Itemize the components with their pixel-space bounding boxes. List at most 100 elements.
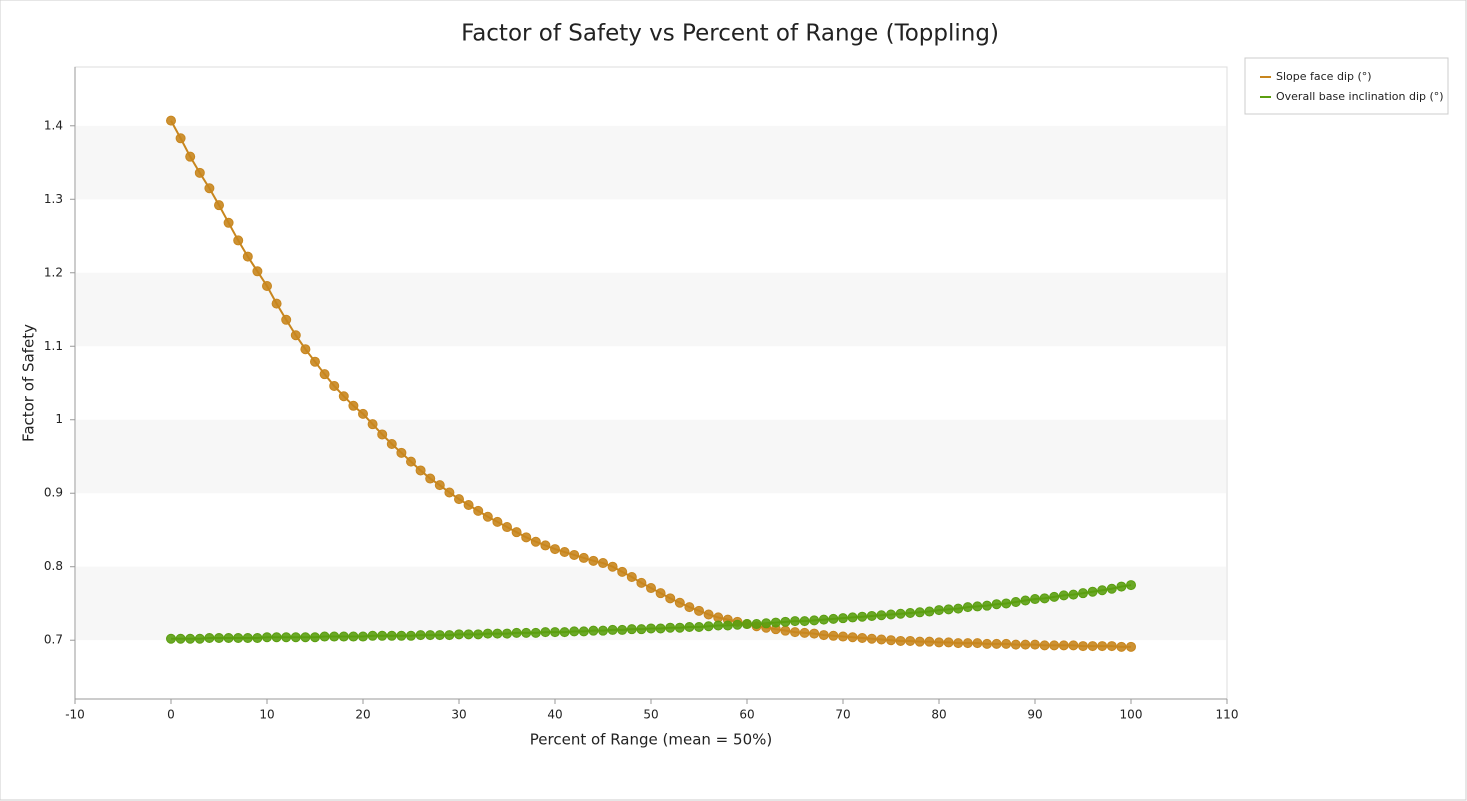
point: [444, 487, 455, 498]
point: [166, 633, 176, 644]
point: [962, 638, 973, 649]
point: [194, 167, 205, 178]
point: [838, 613, 848, 624]
point: [185, 151, 196, 162]
point: [886, 609, 896, 620]
point: [876, 610, 887, 621]
point: [914, 636, 925, 647]
point: [674, 597, 685, 608]
point: [1116, 581, 1127, 592]
point: [367, 630, 378, 641]
point: [1001, 638, 1012, 649]
point: [319, 631, 330, 642]
point: [866, 633, 877, 644]
point: [598, 558, 608, 569]
point: [588, 555, 599, 566]
point: [790, 616, 800, 627]
point: [1058, 590, 1069, 601]
point: [310, 356, 320, 367]
point: [818, 630, 829, 641]
point: [607, 561, 618, 572]
point: [358, 408, 368, 419]
point: [521, 532, 532, 543]
point: [262, 280, 272, 291]
point: [895, 635, 906, 646]
point: [1068, 589, 1079, 600]
point: [290, 330, 301, 341]
point: [492, 628, 503, 639]
point: [1087, 586, 1098, 597]
point: [242, 251, 253, 262]
point: [684, 602, 695, 613]
point: [329, 631, 340, 642]
point: [434, 630, 445, 641]
point: [934, 637, 944, 648]
point: [636, 577, 647, 588]
point: [223, 217, 234, 228]
point: [454, 494, 464, 505]
chart-title: Factor of Safety vs Percent of Range (To…: [461, 21, 999, 47]
point: [953, 638, 964, 649]
point: [876, 634, 887, 645]
grid-band: [76, 272, 1226, 347]
point: [722, 620, 733, 631]
point: [1030, 594, 1040, 605]
point: [386, 630, 397, 641]
point: [991, 638, 1002, 649]
point: [703, 609, 714, 620]
x-tick-label: 80: [931, 708, 946, 722]
point: [194, 633, 205, 644]
point: [1058, 640, 1069, 651]
point: [943, 637, 954, 648]
x-tick-label: 10: [259, 708, 274, 722]
x-tick-label: 60: [739, 708, 754, 722]
y-tick-label: 0.8: [44, 559, 63, 573]
point: [569, 549, 580, 560]
point: [578, 626, 589, 637]
grid-band: [76, 125, 1226, 200]
point: [521, 627, 532, 638]
legend-label: Slope face dip (°): [1276, 70, 1372, 83]
y-tick-label: 0.7: [44, 633, 63, 647]
x-tick-label: 20: [355, 708, 370, 722]
bands: [76, 125, 1226, 641]
point: [646, 623, 656, 634]
point: [857, 611, 868, 622]
point: [962, 602, 973, 613]
point: [482, 628, 493, 639]
grid-band: [76, 419, 1226, 494]
point: [415, 465, 426, 476]
point: [1020, 639, 1031, 650]
point: [233, 633, 244, 644]
point: [646, 583, 656, 594]
point: [982, 600, 992, 611]
point: [166, 115, 176, 126]
point: [838, 631, 848, 642]
point: [828, 630, 839, 641]
point: [1087, 641, 1098, 652]
point: [809, 615, 820, 626]
point: [319, 369, 330, 380]
point: [329, 380, 340, 391]
point: [1126, 641, 1136, 652]
point: [1010, 639, 1021, 650]
point: [550, 627, 560, 638]
point: [569, 626, 580, 637]
point: [1020, 595, 1031, 606]
point: [492, 516, 503, 527]
x-tick-label: 40: [547, 708, 562, 722]
point: [473, 505, 484, 516]
point: [310, 632, 320, 643]
point: [866, 610, 877, 621]
point: [175, 633, 186, 644]
point: [732, 619, 743, 630]
y-axis-label: Factor of Safety: [20, 324, 38, 442]
point: [530, 536, 541, 547]
point: [300, 632, 311, 643]
point: [972, 601, 983, 612]
point: [185, 633, 196, 644]
point: [617, 566, 628, 577]
point: [991, 599, 1002, 610]
point: [559, 627, 570, 638]
point: [1078, 641, 1088, 652]
